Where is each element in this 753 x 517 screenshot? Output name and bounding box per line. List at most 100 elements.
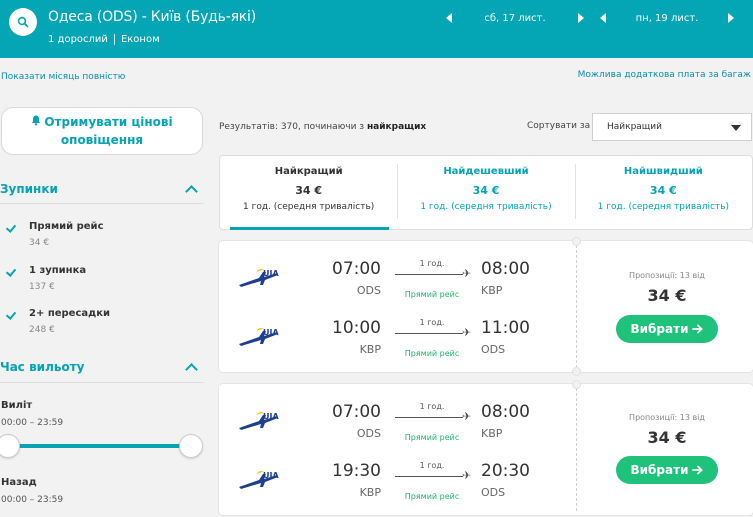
baggage-fee-link[interactable]: Можлива додаткова плата за багаж xyxy=(577,70,751,80)
depart-date[interactable]: сб, 17 лист. xyxy=(484,12,546,24)
return-date[interactable]: пн, 19 лист. xyxy=(635,12,699,24)
stop-filter-price: 34 € xyxy=(29,238,50,248)
return-date-picker: пн, 19 лист. xyxy=(600,10,734,26)
offers-count: Пропозиції: 13 від xyxy=(629,271,705,280)
ticket-notch xyxy=(572,380,581,389)
tab-duration: 1 год. (середня тривалість) xyxy=(243,202,375,212)
prev-date-icon[interactable] xyxy=(600,13,606,23)
departure-time: 10:00 xyxy=(332,318,381,338)
plane-icon: ✈ xyxy=(462,410,472,423)
sort-tabs: Найкращий 34 € 1 год. (середня триваліст… xyxy=(219,155,753,230)
return-time-label: Назад xyxy=(1,477,37,488)
tab-price: 34 € xyxy=(295,184,323,197)
slider-handle-min[interactable] xyxy=(0,434,20,458)
flight-duration: 1 год. xyxy=(419,402,445,411)
airline-logo xyxy=(239,268,278,287)
arrival-airport: KBP xyxy=(481,427,503,440)
departure-time: 07:00 xyxy=(332,402,381,422)
search-icon xyxy=(17,16,29,28)
stops-label: Прямий рейс xyxy=(404,290,460,299)
sort-label: Сортувати за xyxy=(527,121,591,131)
airline-logo xyxy=(239,327,278,346)
stops-label: Прямий рейс xyxy=(404,492,460,501)
airline-name: UIA xyxy=(263,412,279,421)
flight-card[interactable]: UIA 07:00 ODS 1 год. ✈ Прямий рейс 08:00… xyxy=(219,380,753,515)
next-date-icon[interactable] xyxy=(728,13,734,23)
departure-time: 07:00 xyxy=(332,259,381,279)
return-time-range: 00:00 – 23:59 xyxy=(1,495,64,505)
arrow-right-icon xyxy=(692,324,704,334)
check-icon[interactable] xyxy=(6,223,16,233)
sort-select[interactable]: Найкращий xyxy=(592,113,752,141)
departure-airport: ODS xyxy=(356,427,381,440)
tab-price: 34 € xyxy=(472,184,500,197)
next-date-icon[interactable] xyxy=(578,13,584,23)
tab-cheapest[interactable]: Найдешевший 34 € 1 год. (середня тривалі… xyxy=(397,156,574,229)
tab-duration: 1 год. (середня тривалість) xyxy=(420,202,552,212)
search-button[interactable] xyxy=(9,8,37,36)
outbound-time-slider[interactable] xyxy=(8,444,192,448)
stops-label: Прямий рейс xyxy=(404,349,460,358)
flight-leg: UIA 19:30 KBP 1 год. ✈ Прямий рейс 20:30… xyxy=(219,461,576,511)
chevron-up-icon[interactable] xyxy=(185,185,198,198)
flight-price: 34 € xyxy=(647,428,687,447)
cabin-class: Економ xyxy=(120,34,160,45)
arrow-right-icon xyxy=(692,465,704,475)
stop-filter-price: 248 € xyxy=(29,325,55,335)
depart-date-picker: сб, 17 лист. xyxy=(446,10,584,26)
results-count-text: Результатів: 370, починаючи з xyxy=(219,122,365,132)
stop-filter-price: 137 € xyxy=(29,282,55,292)
select-flight-button[interactable]: Вибрати xyxy=(616,456,718,484)
select-label: Вибрати xyxy=(630,322,689,336)
price-alert-label: Отримувати цінові оповіщення xyxy=(44,115,173,147)
select-label: Вибрати xyxy=(630,463,689,477)
price-alert-button[interactable]: Отримувати цінові оповіщення xyxy=(1,107,203,155)
plane-icon: ✈ xyxy=(462,267,472,280)
route-title[interactable]: Одеса (ODS) - Київ (Будь-які) xyxy=(48,9,256,25)
flight-card[interactable]: UIA 07:00 ODS 1 год. ✈ Прямий рейс 08:00… xyxy=(219,237,753,376)
stop-filter-label: 2+ пересадки xyxy=(29,308,110,319)
passenger-info[interactable]: 1 дорослий Економ xyxy=(48,34,160,45)
select-flight-button[interactable]: Вибрати xyxy=(616,315,718,343)
departure-airport: KBP xyxy=(359,343,381,356)
show-month-link[interactable]: Показати місяць повністю xyxy=(1,72,126,82)
flight-leg: UIA 10:00 KBP 1 год. ✈ Прямий рейс 11:00… xyxy=(219,318,576,368)
tab-price: 34 € xyxy=(649,184,677,197)
divider xyxy=(576,245,577,368)
tab-name: Найшвидший xyxy=(623,166,703,177)
plane-icon: ✈ xyxy=(462,469,472,482)
tab-name: Найкращий xyxy=(274,166,343,177)
airline-logo xyxy=(239,470,278,489)
arrival-time: 20:30 xyxy=(481,461,530,481)
route-line xyxy=(395,417,463,418)
results-count-sort: найкращих xyxy=(366,122,427,132)
stops-section-title[interactable]: Зупинки xyxy=(0,182,58,196)
flight-duration: 1 год. xyxy=(419,259,445,268)
ticket-notch xyxy=(572,237,581,246)
check-icon[interactable] xyxy=(6,310,16,320)
check-icon[interactable] xyxy=(6,267,16,277)
sort-selected-value: Найкращий xyxy=(607,122,662,132)
arrival-airport: ODS xyxy=(481,343,506,356)
divider xyxy=(0,203,204,204)
airline-logo xyxy=(239,411,278,430)
passenger-count: 1 дорослий xyxy=(48,34,108,45)
departure-airport: ODS xyxy=(356,284,381,297)
divider xyxy=(0,382,204,383)
chevron-up-icon[interactable] xyxy=(185,363,198,376)
departure-time-section-title[interactable]: Час вильоту xyxy=(0,360,85,374)
chevron-down-icon xyxy=(731,125,741,131)
stop-filter-label: Прямий рейс xyxy=(29,221,104,232)
route-line xyxy=(395,476,463,477)
airline-name: UIA xyxy=(263,269,279,278)
flight-leg: UIA 07:00 ODS 1 год. ✈ Прямий рейс 08:00… xyxy=(219,259,576,309)
route-line xyxy=(395,274,463,275)
slider-handle-max[interactable] xyxy=(179,434,203,458)
tab-best[interactable]: Найкращий 34 € 1 год. (середня триваліст… xyxy=(220,156,397,230)
tab-fastest[interactable]: Найшвидший 34 € 1 год. (середня триваліс… xyxy=(574,156,752,229)
arrival-time: 08:00 xyxy=(481,402,530,422)
prev-date-icon[interactable] xyxy=(446,13,452,23)
plane-icon: ✈ xyxy=(462,326,472,339)
bell-icon xyxy=(31,113,41,131)
ticket-notch xyxy=(572,367,581,376)
